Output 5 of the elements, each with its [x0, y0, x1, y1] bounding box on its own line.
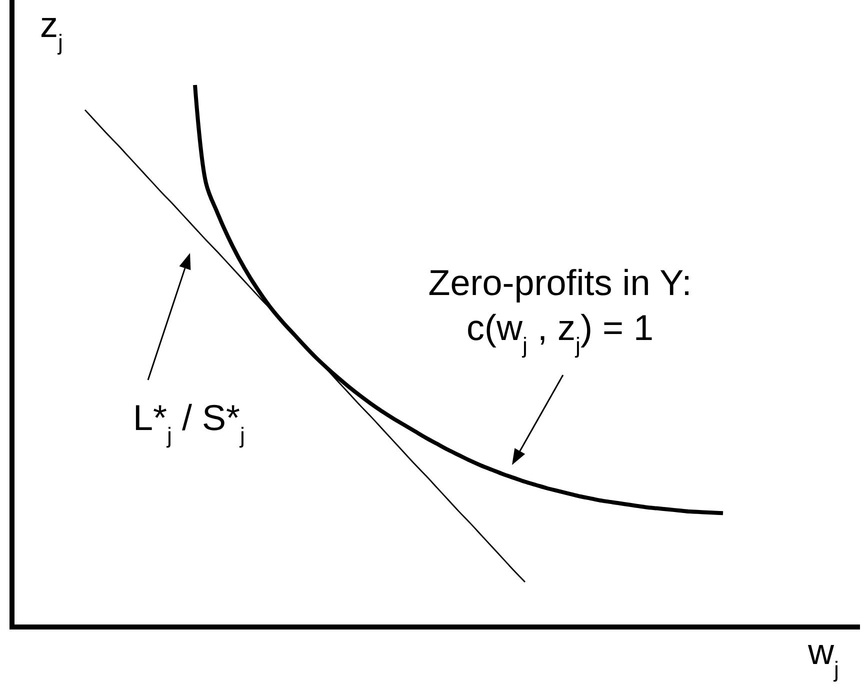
annotation: L*$_{j}$ / S*$_{j}$ [133, 397, 245, 448]
y-axis-title: z$_{j}$ [40, 4, 63, 54]
annotation: c(w$_{j}$ , z$_{j}$) = 1 [466, 307, 654, 358]
x-axis-title: w$_{j}$ [807, 631, 839, 682]
annotation: Zero-profits in Y: [428, 262, 692, 303]
